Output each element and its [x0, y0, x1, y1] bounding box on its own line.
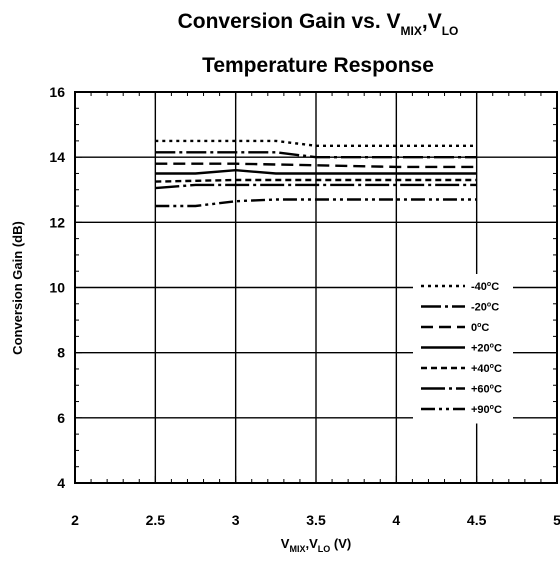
legend-background [413, 274, 513, 424]
y-tick-label: 12 [49, 214, 65, 230]
chart-title-line1: Conversion Gain vs. VMIX,VLO [178, 10, 459, 38]
legend-label: -40oC [471, 281, 499, 293]
legend-label: +20oC [471, 343, 502, 355]
legend-label: +90oC [471, 404, 502, 416]
series-line [155, 151, 477, 159]
x-axis-label: VMIX,VLO (V) [281, 536, 351, 554]
x-tick-label: 2 [71, 512, 79, 528]
x-tick-label: 3.5 [306, 512, 326, 528]
y-tick-label: 16 [49, 84, 65, 100]
x-tick-label: 4.5 [467, 512, 487, 528]
y-tick-label: 14 [49, 149, 65, 165]
x-tick-label: 2.5 [146, 512, 166, 528]
y-tick-label: 4 [57, 475, 65, 491]
legend-label: +60oC [471, 384, 502, 396]
legend-label: +40oC [471, 363, 502, 375]
legend-label: -20oC [471, 302, 499, 314]
series-line [155, 198, 477, 208]
x-tick-label: 4 [392, 512, 400, 528]
x-tick-label: 5 [553, 512, 560, 528]
series-line [155, 178, 477, 183]
chart-title-line2: Temperature Response [202, 54, 434, 77]
y-tick-labels: 4 6 8 10 12 14 16 [49, 84, 65, 491]
y-tick-label: 8 [57, 345, 65, 361]
x-tick-label: 3 [232, 512, 240, 528]
plot-area-frame [74, 91, 558, 484]
y-axis-label: Conversion Gain (dB) [10, 221, 25, 355]
y-tick-label: 10 [49, 280, 65, 296]
x-tick-labels: 2 2.5 3 3.5 4 4.5 5 [71, 512, 560, 528]
legend-label: 0oC [471, 322, 489, 334]
y-tick-label: 6 [57, 410, 65, 426]
legend: -40oC -20oC 0oC +20oC +40oC +60oC +90oC [413, 274, 513, 424]
series-line [155, 168, 477, 175]
series-line [155, 139, 477, 148]
series-line [155, 183, 477, 190]
series-layer [155, 139, 477, 208]
